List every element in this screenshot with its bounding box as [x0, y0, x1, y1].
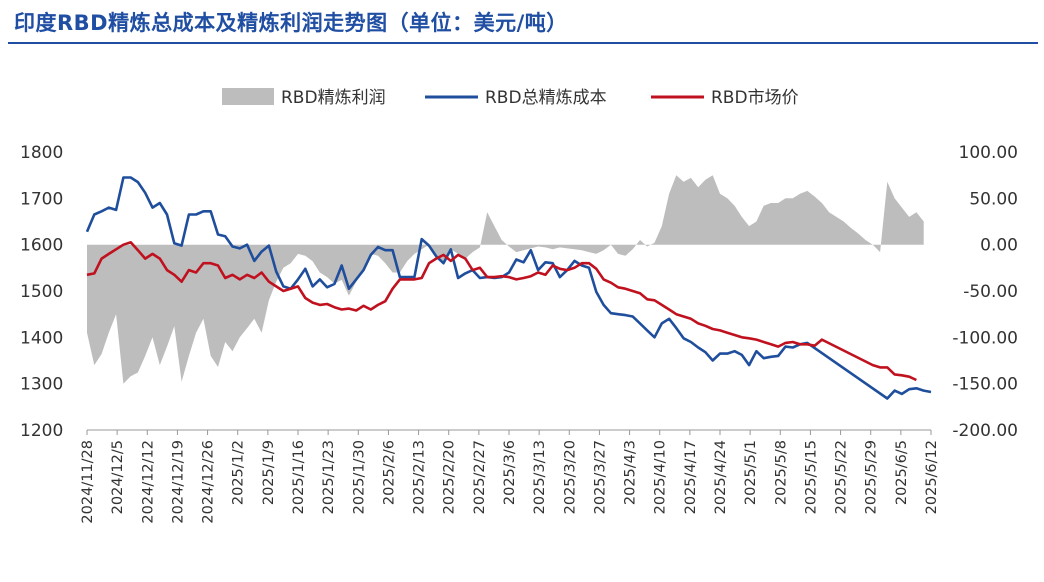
- y-left-tick-label: 1700: [20, 189, 63, 209]
- x-tick-label: 2025/6/5: [894, 440, 910, 505]
- title-underline: [8, 42, 1038, 44]
- x-tick-label: 2025/1/23: [321, 440, 337, 514]
- x-tick-label: 2025/2/20: [442, 440, 458, 514]
- y-right-tick-label: -150.00: [952, 375, 1018, 395]
- chart-title: 印度RBD精炼总成本及精炼利润走势图（单位：美元/吨）: [14, 11, 568, 35]
- x-tick-label: 2025/4/24: [713, 440, 729, 514]
- profit-area-layer: [87, 175, 924, 384]
- legend: RBD精炼利润 RBD总精炼成本 RBD市场价: [222, 88, 799, 108]
- legend-label-profit: RBD精炼利润: [281, 88, 386, 108]
- x-tick-label: 2025/2/6: [381, 440, 397, 505]
- x-tick-label: 2025/2/27: [472, 440, 488, 514]
- y-left-tick-label: 1200: [20, 421, 63, 441]
- y-right-tick-label: 0.00: [980, 236, 1018, 256]
- x-tick-label: 2025/1/2: [231, 440, 247, 505]
- x-tick-label: 2025/4/3: [623, 440, 639, 505]
- x-tick-label: 2025/3/6: [502, 440, 518, 505]
- y-right-tick-label: -100.00: [952, 328, 1018, 348]
- series-line-rbd-market-price: [86, 241, 917, 382]
- x-tick-label: 2025/4/10: [653, 440, 669, 514]
- legend-swatch-profit: [222, 88, 274, 105]
- x-tick-label: 2025/5/29: [864, 440, 880, 514]
- x-tick-label: 2024/11/28: [80, 440, 96, 524]
- x-tick-label: 2025/1/16: [291, 440, 307, 514]
- y-left-tick-label: 1800: [20, 143, 63, 163]
- y-right-tick-label: -200.00: [952, 421, 1018, 441]
- y-right-tick-label: 50.00: [969, 189, 1018, 209]
- x-tick-label: 2025/3/27: [592, 440, 608, 514]
- x-tick-label: 2025/1/9: [261, 440, 277, 505]
- tick-labels: 1200 1300 1400 1500 1600 1700 1800 -200.00 -150.…: [20, 143, 1018, 524]
- x-tick-label: 2025/5/15: [803, 440, 819, 514]
- x-tick-label: 2025/2/13: [412, 440, 428, 514]
- x-tick-label: 2024/12/5: [110, 440, 126, 514]
- x-tick-label: 2024/12/26: [201, 440, 217, 524]
- x-tick-label: 2025/5/1: [743, 440, 759, 505]
- x-tick-label: 2024/12/19: [170, 440, 186, 524]
- x-tick-label: 2025/3/13: [532, 440, 548, 514]
- x-tick-label: 2024/12/12: [140, 440, 156, 524]
- y-left-tick-label: 1600: [20, 236, 63, 256]
- series-area-rbd-refining-profit: [87, 175, 924, 384]
- x-tick-label: 2025/4/17: [683, 440, 699, 514]
- y-left-tick-label: 1300: [20, 375, 63, 395]
- legend-label-price: RBD市场价: [711, 88, 799, 108]
- x-tick-label: 2025/5/22: [834, 440, 850, 514]
- axes: [86, 429, 932, 435]
- x-tick-label: 2025/5/8: [773, 440, 789, 505]
- x-tick-label: 2025/1/30: [351, 440, 367, 514]
- x-tick-label: 2025/6/12: [924, 440, 940, 514]
- legend-label-cost: RBD总精炼成本: [485, 88, 607, 108]
- x-tick-label: 2025/3/20: [562, 440, 578, 514]
- y-left-tick-label: 1500: [20, 282, 63, 302]
- y-right-tick-label: 100.00: [959, 143, 1018, 163]
- y-right-tick-label: -50.00: [963, 282, 1018, 302]
- y-left-tick-label: 1400: [20, 328, 63, 348]
- series-lines-layer: [85, 176, 932, 400]
